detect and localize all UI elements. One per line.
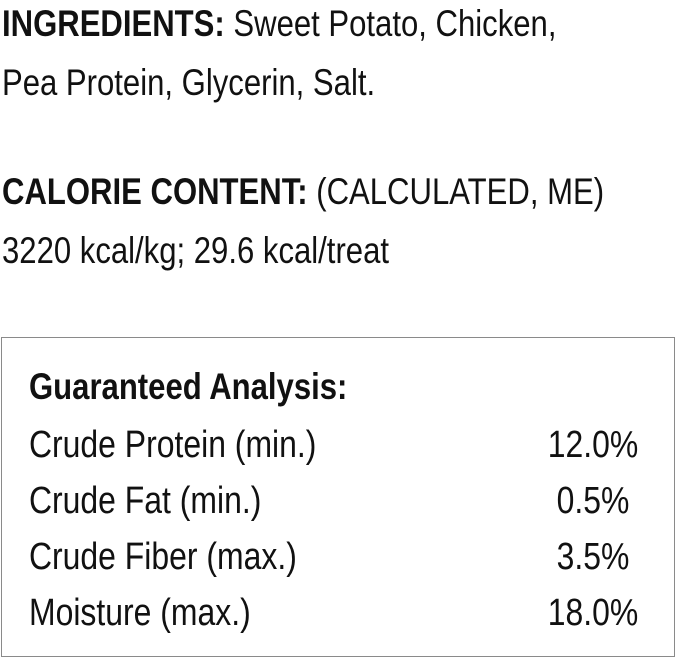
ingredients-text: Sweet Potato, Chicken, bbox=[224, 3, 557, 44]
analysis-title: Guaranteed Analysis: bbox=[29, 366, 348, 407]
analysis-row-value: 12.0% bbox=[547, 424, 639, 466]
ingredients-label: INGREDIENTS: bbox=[2, 3, 225, 44]
analysis-row-name: Moisture (max.) bbox=[29, 592, 251, 634]
analysis-row-value: 0.5% bbox=[556, 480, 630, 522]
ingredients-line-1: INGREDIENTS: Sweet Potato, Chicken, bbox=[2, 2, 556, 46]
ingredients-line-2: Pea Protein, Glycerin, Salt. bbox=[2, 62, 376, 103]
guaranteed-analysis-box bbox=[1, 337, 675, 657]
calorie-note: (CALCULATED, ME) bbox=[307, 171, 605, 212]
analysis-row-value: 3.5% bbox=[556, 536, 630, 578]
analysis-row-name: Crude Protein (min.) bbox=[29, 424, 317, 466]
calorie-value: 3220 kcal/kg; 29.6 kcal/treat bbox=[2, 230, 390, 271]
calorie-line: CALORIE CONTENT: (CALCULATED, ME) bbox=[2, 170, 604, 214]
analysis-row-name: Crude Fat (min.) bbox=[29, 480, 262, 522]
analysis-row-value: 18.0% bbox=[547, 592, 639, 634]
calorie-label: CALORIE CONTENT: bbox=[2, 171, 308, 212]
analysis-row-name: Crude Fiber (max.) bbox=[29, 536, 297, 578]
